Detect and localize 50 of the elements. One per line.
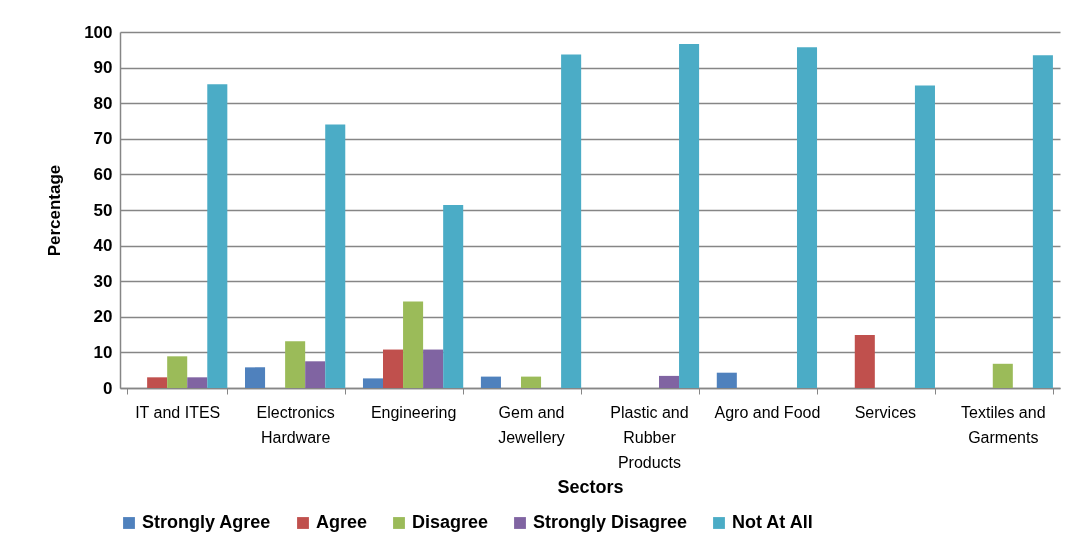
y-tick-label: 90: [93, 58, 113, 78]
x-tick-label: Plastic and Rubber Products: [610, 403, 689, 471]
bar: [992, 363, 1013, 388]
bar: [1032, 55, 1053, 388]
bar: [285, 341, 306, 388]
x-tick-label: Services: [854, 403, 917, 421]
x-tick-label: Agro and Food: [714, 403, 821, 421]
y-tick-label: 50: [93, 200, 113, 220]
x-tick-label: Engineering: [370, 403, 457, 421]
bar: [167, 356, 188, 388]
x-tick-label: Textiles and Garments: [961, 403, 1046, 446]
bar: [245, 367, 266, 388]
legend-label: Agree: [316, 512, 368, 532]
bar: [305, 361, 326, 388]
bar: [187, 377, 208, 388]
legend-label: Not At All: [732, 512, 813, 532]
legend-label: Disagree: [412, 512, 489, 532]
y-tick-label: 20: [93, 307, 113, 327]
bar: [716, 372, 737, 388]
bar: [854, 334, 875, 388]
bar: [796, 47, 818, 388]
bar: [147, 377, 168, 388]
x-tick-label: Gem and Jewellery: [498, 403, 565, 446]
y-tick-label: 10: [93, 342, 113, 362]
bar: [207, 84, 228, 388]
y-tick-label: 60: [93, 164, 113, 184]
bar: [403, 301, 424, 388]
y-tick-label: 0: [103, 378, 113, 398]
bar: [443, 205, 464, 388]
bar: [914, 85, 935, 388]
y-tick-label: 80: [93, 93, 113, 113]
y-axis-title: Percentage: [45, 164, 65, 257]
y-tick-label: 40: [93, 236, 113, 256]
bar: [561, 54, 582, 388]
x-tick-label: IT and ITES: [135, 403, 221, 421]
bar: [325, 124, 346, 388]
x-axis-title: Sectors: [557, 476, 624, 497]
bar: [480, 376, 501, 388]
bar: [362, 378, 384, 388]
legend-label: Strongly Agree: [142, 512, 271, 532]
bar: [423, 349, 444, 388]
bar: [679, 44, 700, 388]
y-tick-label: 70: [93, 129, 113, 149]
legend-label: Strongly Disagree: [533, 512, 688, 532]
y-tick-label: 100: [84, 22, 113, 42]
x-tick-label: Electronics Hardware: [256, 403, 335, 446]
bar: [521, 376, 542, 388]
y-tick-label: 30: [93, 271, 113, 291]
bar: [383, 349, 404, 388]
bar: [659, 375, 680, 388]
